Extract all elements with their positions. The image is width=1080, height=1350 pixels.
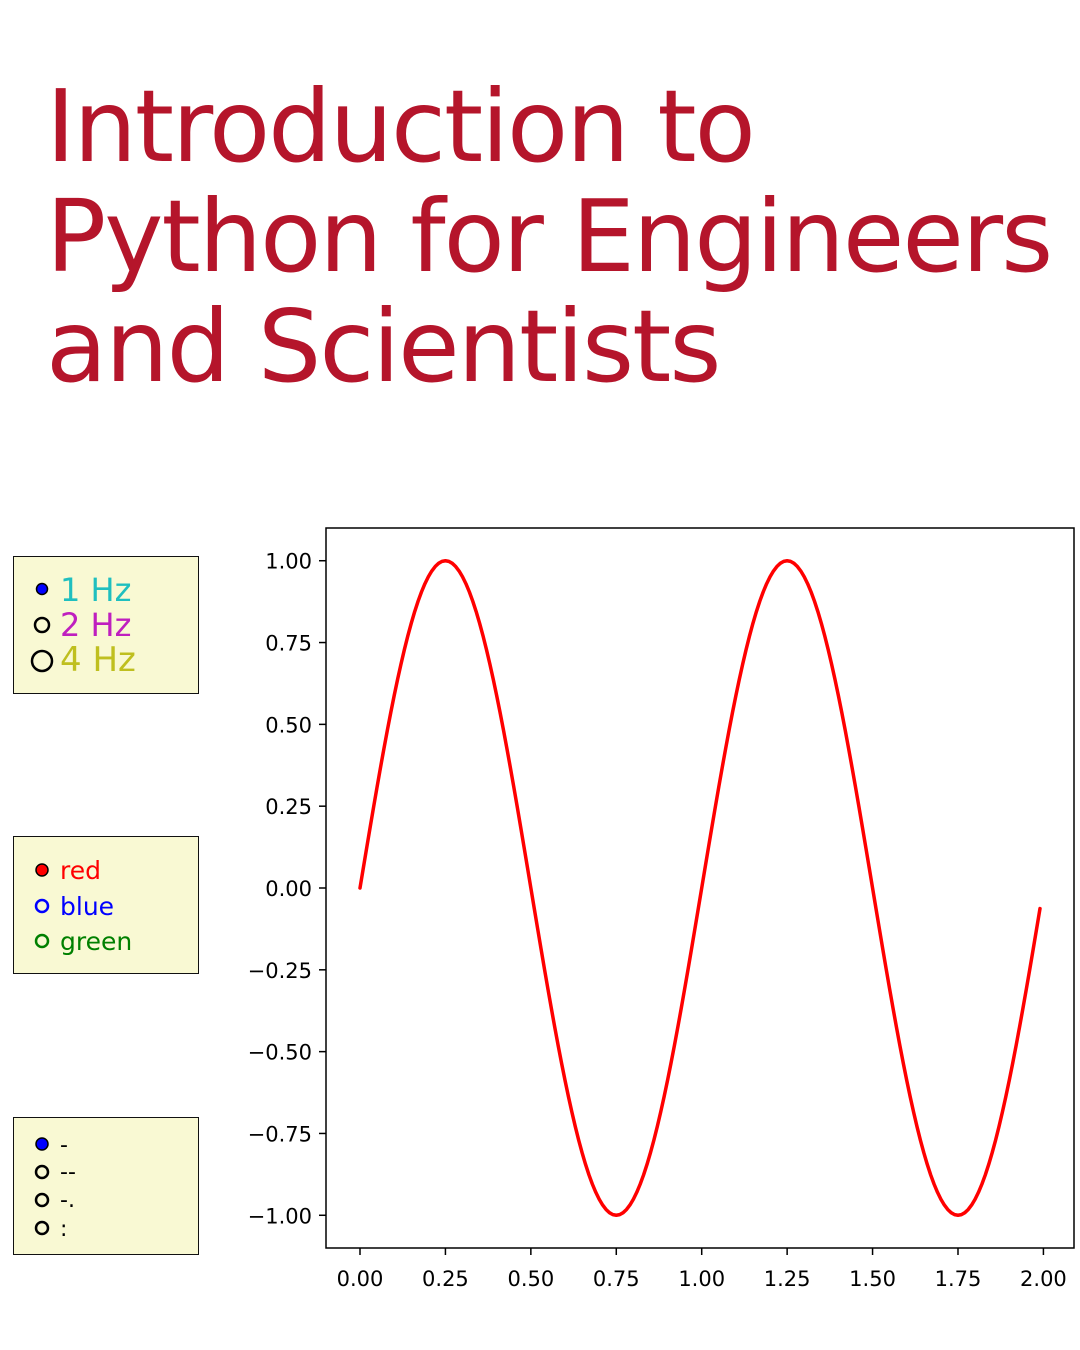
radio-label-solid[interactable]: - [60, 1133, 68, 1158]
radio-label-red[interactable]: red [60, 856, 101, 885]
y-tick-label: −0.25 [248, 959, 312, 983]
x-tick-label: 1.50 [849, 1267, 896, 1291]
sine-line [358, 558, 1042, 1218]
radio-label-dotted[interactable]: : [60, 1217, 67, 1242]
radio-red[interactable] [35, 863, 49, 877]
radio-label-dashdot[interactable]: -. [60, 1188, 75, 1213]
title-line-3: and Scientists [46, 288, 721, 405]
page-title: Introduction to Python for Engineers and… [46, 72, 1066, 402]
y-tick-label: 0.25 [265, 795, 312, 819]
x-tick-label: 1.75 [935, 1267, 982, 1291]
radio-green[interactable] [34, 933, 50, 949]
radio-solid[interactable] [35, 1137, 49, 1151]
y-tick-label: 0.00 [265, 877, 312, 901]
linestyle-radio-panel: - -- -. : [13, 1117, 199, 1255]
y-axis-ticks: 1.00 0.75 0.50 0.25 0.00 −0.25 −0.50 −0.75 −1.00 [248, 550, 326, 1228]
y-tick-label: −0.50 [248, 1041, 312, 1065]
frequency-radio-svg: 1 Hz 2 Hz 4 Hz [30, 571, 136, 680]
radio-label-green[interactable]: green [60, 927, 132, 956]
radio-label-2hz[interactable]: 2 Hz [60, 606, 131, 644]
title-line-2: Python for Engineers [46, 178, 1053, 295]
x-tick-label: 0.00 [337, 1267, 384, 1291]
x-tick-label: 0.25 [422, 1267, 469, 1291]
radio-2hz[interactable] [33, 616, 51, 634]
radio-blue[interactable] [34, 898, 50, 914]
title-line-1: Introduction to [46, 68, 756, 185]
x-tick-label: 1.25 [764, 1267, 811, 1291]
radio-label-blue[interactable]: blue [60, 892, 114, 921]
radio-label-4hz[interactable]: 4 Hz [60, 640, 136, 680]
radio-dashed[interactable] [34, 1164, 50, 1180]
x-tick-label: 0.50 [507, 1267, 554, 1291]
radio-label-dashed[interactable]: -- [60, 1160, 76, 1185]
color-radio-panel: red blue green [13, 836, 199, 974]
color-radio-svg: red blue green [34, 856, 132, 956]
frequency-radio-panel: 1 Hz 2 Hz 4 Hz [13, 556, 199, 694]
radio-dotted[interactable] [34, 1220, 50, 1236]
linestyle-radio-svg: - -- -. : [34, 1133, 76, 1242]
radio-1hz[interactable] [35, 582, 49, 596]
x-tick-label: 0.75 [593, 1267, 640, 1291]
x-tick-label: 1.00 [678, 1267, 725, 1291]
radio-label-1hz[interactable]: 1 Hz [60, 571, 131, 609]
y-tick-label: −0.75 [248, 1122, 312, 1146]
y-tick-label: 1.00 [265, 550, 312, 574]
y-tick-label: 0.50 [265, 713, 312, 737]
x-axis-ticks: 0.00 0.25 0.50 0.75 1.00 1.25 1.50 1.75 2.00 [337, 1248, 1067, 1291]
y-tick-label: −1.00 [248, 1204, 312, 1228]
radio-dashdot[interactable] [34, 1192, 50, 1208]
y-tick-label: 0.75 [265, 632, 312, 656]
radio-4hz[interactable] [30, 649, 54, 673]
x-tick-label: 2.00 [1020, 1267, 1067, 1291]
